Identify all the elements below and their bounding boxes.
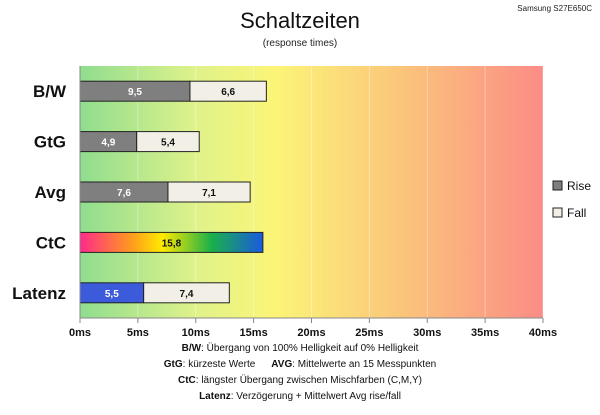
note-key-ctc: CtC — [178, 375, 196, 386]
x-tick-label: 40ms — [529, 327, 557, 339]
bar-fall — [189, 80, 267, 102]
bars-group: 9,5 6,6 4,9 5,4 7,6 7,1 15,8 5,5 7,4 — [79, 80, 267, 304]
bar-rise-value: 4,9 — [101, 138, 115, 149]
x-tick-label: 25ms — [355, 327, 383, 339]
category-label: CtC — [36, 233, 66, 252]
bar-fall-value: 6,6 — [221, 87, 235, 98]
legend-label-rise: Rise — [567, 179, 591, 193]
category-label: Latenz — [12, 284, 66, 303]
note-key-avg: AVG — [271, 359, 293, 370]
legend-swatch-rise — [552, 180, 563, 191]
note-key-latenz: Latenz — [199, 391, 231, 402]
x-axis-ticks: 0ms 5ms 10ms 15ms 20ms 25ms 30ms 35ms 40ms — [69, 318, 557, 339]
chart-subtitle: (response times) — [263, 38, 337, 49]
note-key-gtg: GtG — [163, 359, 183, 370]
bar-fall — [143, 282, 230, 304]
bar-fall — [167, 181, 251, 203]
x-tick-label: 15ms — [240, 327, 268, 339]
note-text-gtg: : kürzeste Werte — [182, 359, 256, 370]
note-line-3: CtC: längster Übergang zwischen Mischfar… — [0, 373, 600, 389]
chart-notes: B/W: Übergang von 100% Helligkeit auf 0%… — [0, 341, 600, 405]
note-text-latenz: : Verzögerung + Mittelwert Avg rise/fall — [230, 391, 401, 402]
bar-fall-value: 7,4 — [180, 289, 194, 300]
legend-label-fall: Fall — [567, 206, 586, 220]
x-tick-label: 10ms — [182, 327, 210, 339]
note-line-2: GtG: kürzeste Werte AVG: Mittelwerte an 1… — [0, 357, 600, 373]
note-line-4: Latenz: Verzögerung + Mittelwert Avg ris… — [0, 389, 600, 405]
bar-rise-value: 15,8 — [162, 238, 182, 249]
x-tick-label: 5ms — [127, 327, 149, 339]
category-label: B/W — [33, 82, 67, 101]
legend-swatch-fall — [552, 207, 563, 218]
x-tick-label: 20ms — [297, 327, 325, 339]
note-line-1: B/W: Übergang von 100% Helligkeit auf 0%… — [0, 341, 600, 357]
bar-rise-value: 5,5 — [105, 289, 119, 300]
bar-rise-value: 7,6 — [117, 188, 131, 199]
chart-title: Schaltzeiten — [240, 8, 360, 33]
x-tick-label: 35ms — [471, 327, 499, 339]
note-key-bw: B/W — [181, 343, 202, 354]
note-text-ctc: : längster Übergang zwischen Mischfarben… — [195, 375, 422, 386]
note-text-avg: : Mittelwerte an 15 Messpunkten — [292, 359, 437, 370]
bar-rise-value: 9,5 — [128, 87, 142, 98]
legend: Rise Fall — [552, 179, 591, 220]
category-labels: B/W GtG Avg CtC Latenz — [12, 82, 67, 303]
monitor-model-label: Samsung S27E650C — [517, 4, 592, 13]
x-tick-label: 0ms — [69, 327, 91, 339]
category-label: Avg — [35, 183, 67, 202]
bar-fall-value: 7,1 — [202, 188, 216, 199]
bar-fall-value: 5,4 — [161, 138, 175, 149]
category-label: GtG — [34, 133, 66, 152]
note-text-bw: : Übergang von 100% Helligkeit auf 0% He… — [201, 343, 419, 354]
bar-fall — [136, 131, 200, 153]
gridlines — [137, 66, 544, 318]
x-tick-label: 30ms — [413, 327, 441, 339]
